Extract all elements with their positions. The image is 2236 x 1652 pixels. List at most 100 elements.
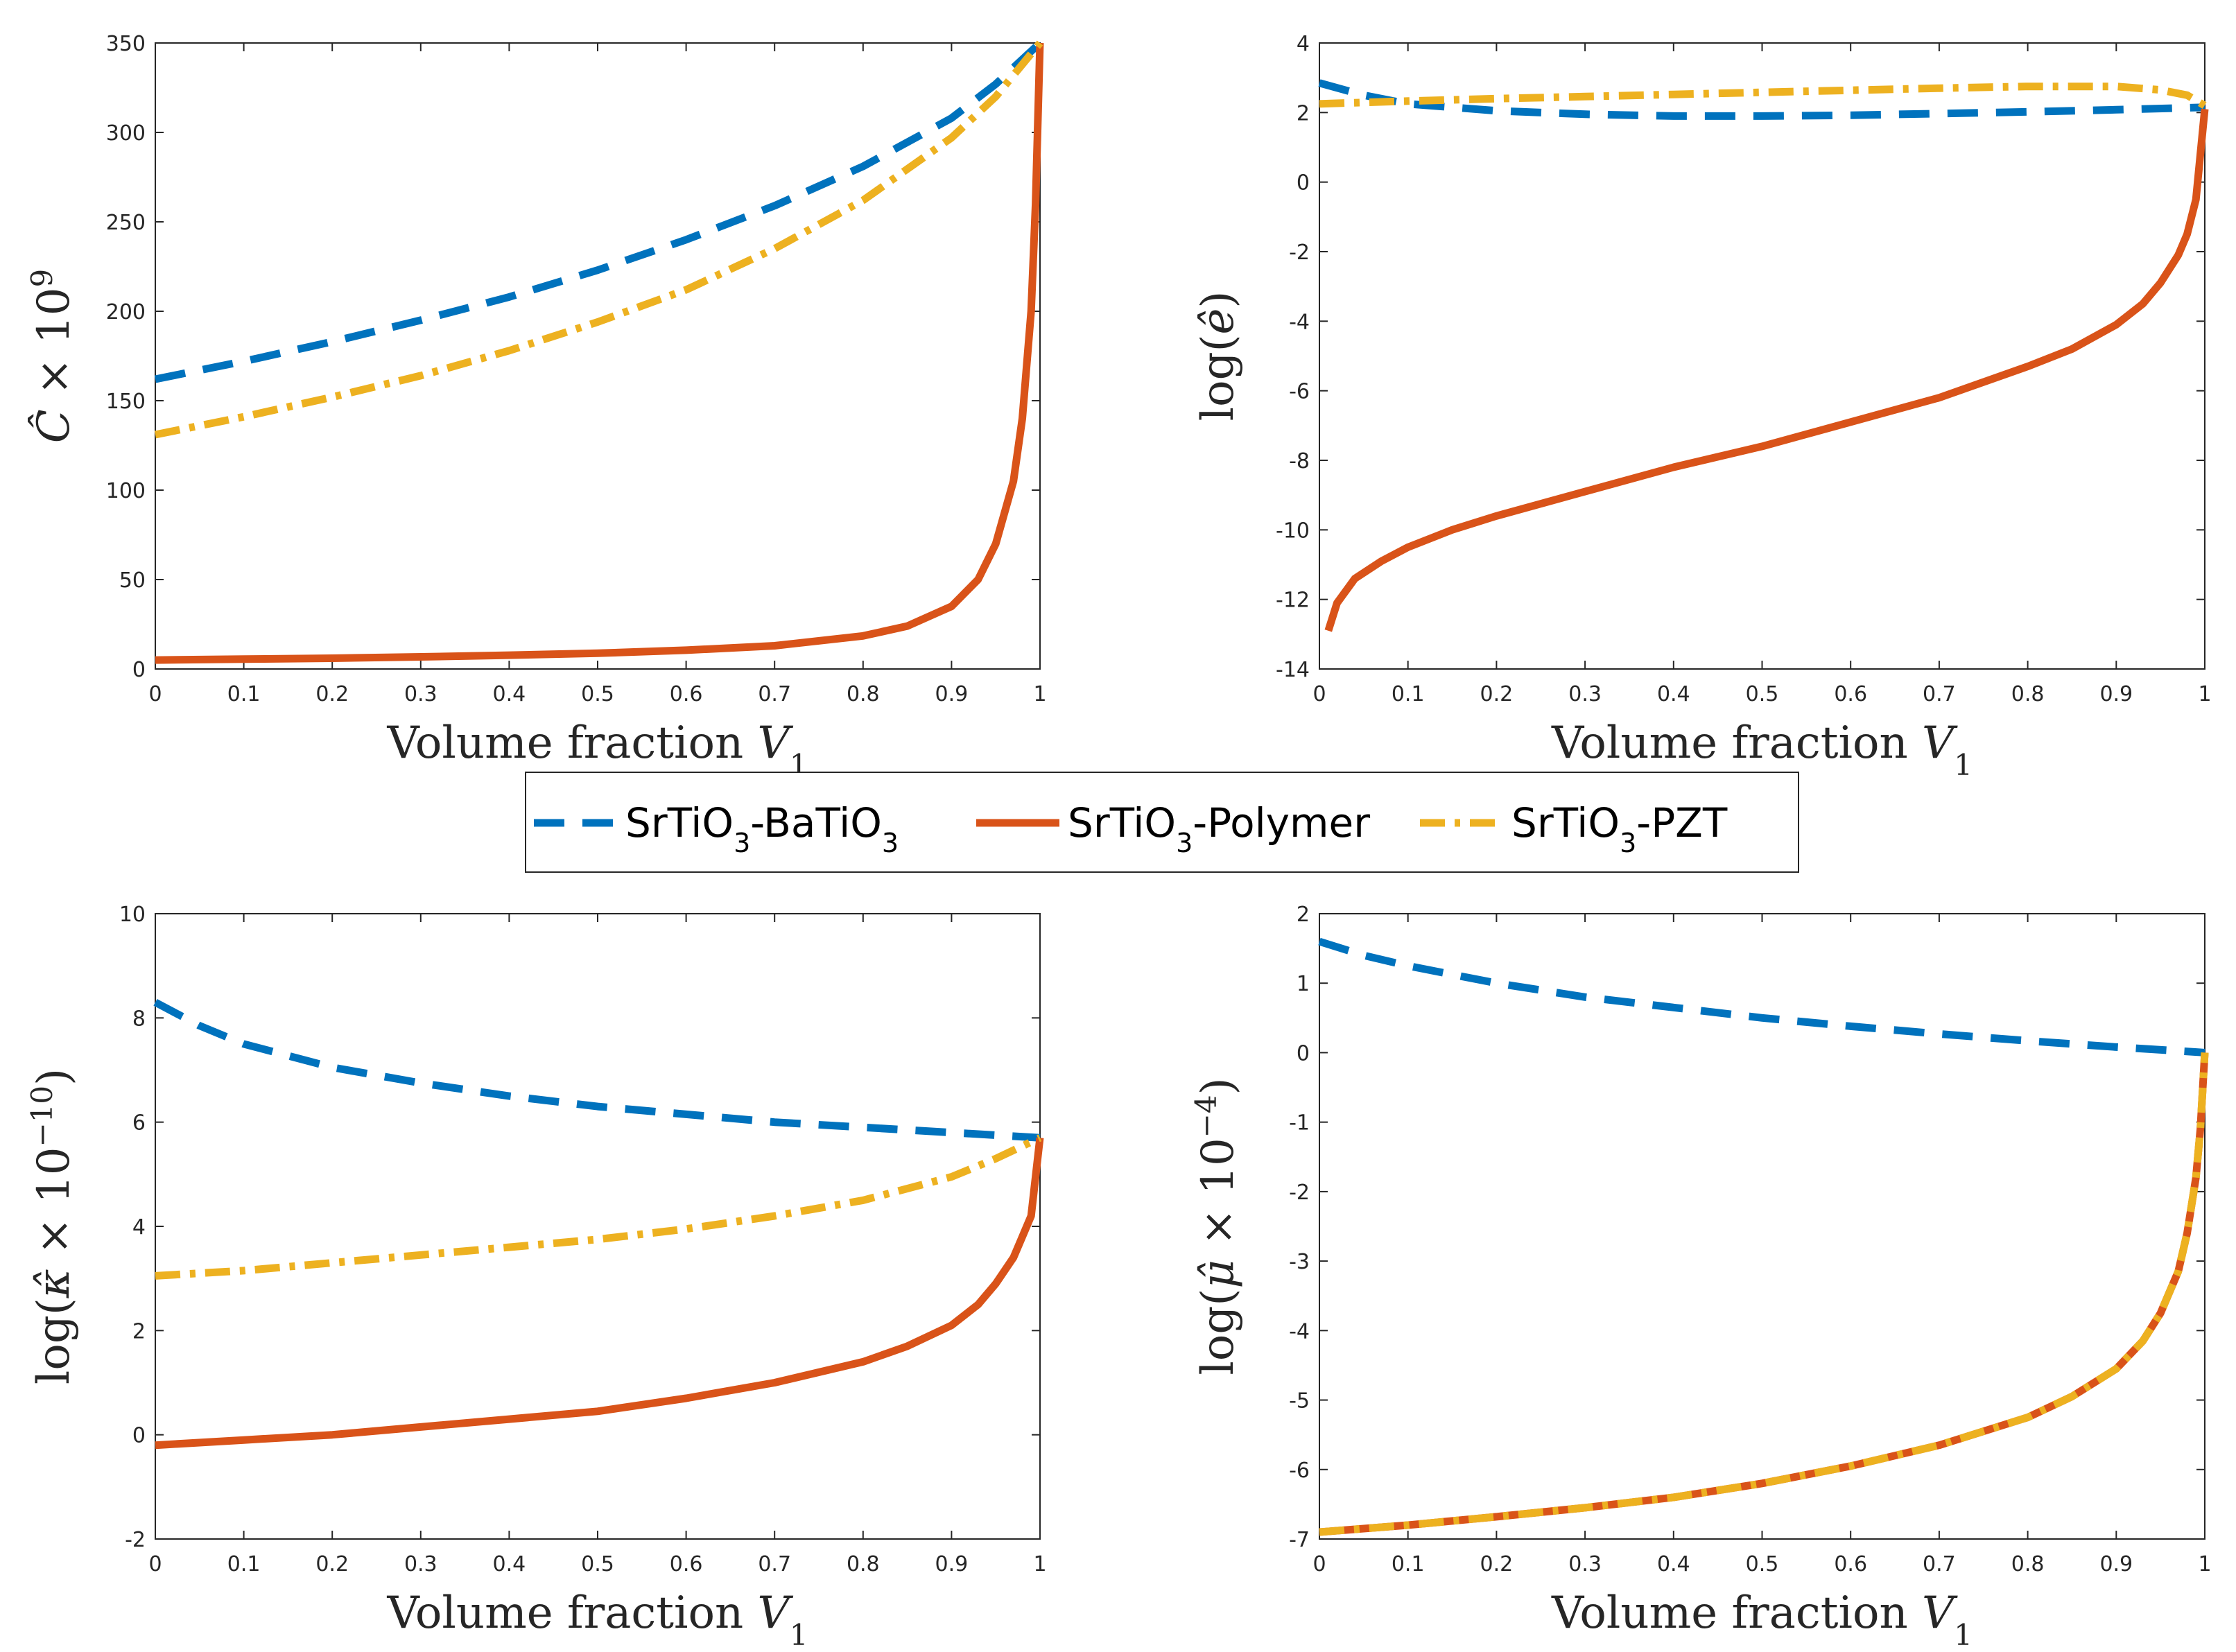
y-tick-label: 2 bbox=[132, 1319, 146, 1344]
x-tick-label: 1 bbox=[2198, 682, 2211, 706]
x-tick-label: 0.1 bbox=[227, 682, 261, 706]
y-tick-label: -5 bbox=[1289, 1389, 1310, 1414]
y-tick-label: 50 bbox=[119, 568, 146, 593]
x-tick-label: 1 bbox=[1033, 682, 1046, 706]
y-tick-label: 2 bbox=[1297, 903, 1310, 927]
y-tick-label: 4 bbox=[132, 1215, 146, 1240]
x-tick-label: 0.5 bbox=[581, 682, 614, 706]
y-tick-label: 200 bbox=[106, 300, 146, 324]
series-line-srtio3-pzt bbox=[1319, 1052, 2209, 1536]
x-tick-label: 0.7 bbox=[758, 682, 791, 706]
series-line-srtio3-polymer bbox=[1319, 1052, 2209, 1536]
x-tick-label: 1 bbox=[2198, 1552, 2211, 1576]
series-line-srtio3-polymer bbox=[155, 42, 1044, 664]
x-axis-label: Volume fraction V1 bbox=[1551, 1588, 1973, 1652]
y-tick-label: -10 bbox=[1276, 519, 1310, 543]
y-tick-label: 350 bbox=[106, 32, 146, 56]
x-tick-label: 0.8 bbox=[847, 1552, 880, 1576]
legend-label: SrTiO3-PZT bbox=[1511, 799, 1728, 858]
x-tick-label: 0.2 bbox=[1480, 682, 1514, 706]
x-tick-label: 0.9 bbox=[935, 682, 969, 706]
y-tick-label: 0 bbox=[132, 1424, 146, 1448]
legend: SrTiO3-BaTiO3 SrTiO3-Polymer SrTiO3-PZT bbox=[525, 772, 1799, 873]
series-line-srtio3-batio3 bbox=[154, 40, 1043, 383]
y-tick-label: 150 bbox=[106, 390, 146, 414]
x-tick-label: 0.3 bbox=[404, 682, 437, 706]
y-tick-label: -4 bbox=[1289, 1319, 1310, 1344]
x-tick-label: 0.7 bbox=[758, 1552, 791, 1576]
y-tick-label: -2 bbox=[1289, 241, 1310, 265]
x-tick-label: 0 bbox=[1312, 1552, 1326, 1576]
y-tick-label: -8 bbox=[1289, 449, 1310, 473]
x-tick-label: 0.6 bbox=[1834, 1552, 1867, 1576]
x-axis-label: Volume fraction V1 bbox=[1551, 718, 1973, 782]
x-tick-label: 0.2 bbox=[315, 682, 349, 706]
y-tick-label: -4 bbox=[1289, 310, 1310, 334]
x-tick-label: 0.9 bbox=[935, 1552, 969, 1576]
x-tick-label: 0.7 bbox=[1923, 1552, 1956, 1576]
series-line-srtio3-batio3 bbox=[1318, 79, 2205, 120]
y-tick-label: -7 bbox=[1289, 1528, 1310, 1552]
series-line-srtio3-pzt bbox=[155, 1134, 1042, 1280]
y-axis-label: Ĉ × 109 bbox=[25, 269, 80, 443]
y-tick-label: 250 bbox=[106, 211, 146, 235]
x-tick-label: 0.6 bbox=[1834, 682, 1867, 706]
x-tick-label: 0.4 bbox=[1657, 1552, 1690, 1576]
legend-label: SrTiO3-Polymer bbox=[1068, 799, 1370, 858]
x-tick-label: 0.4 bbox=[1657, 682, 1690, 706]
x-tick-label: 0.7 bbox=[1923, 682, 1956, 706]
y-axis-label: log(ê) bbox=[1193, 291, 1244, 421]
x-tick-label: 0.6 bbox=[670, 1552, 703, 1576]
y-tick-label: -6 bbox=[1289, 1459, 1310, 1483]
x-tick-label: 0.1 bbox=[227, 1552, 261, 1576]
y-tick-label: 4 bbox=[1297, 32, 1310, 56]
x-tick-label: 0.2 bbox=[315, 1552, 349, 1576]
x-tick-label: 0.5 bbox=[1746, 1552, 1779, 1576]
x-tick-label: 0.1 bbox=[1392, 682, 1425, 706]
series-line-srtio3-batio3 bbox=[1318, 937, 2205, 1057]
y-tick-label: 2 bbox=[1297, 101, 1310, 125]
y-tick-label: 1 bbox=[1297, 972, 1310, 996]
y-tick-label: 300 bbox=[106, 121, 146, 146]
x-tick-label: 0.9 bbox=[2099, 1552, 2133, 1576]
x-tick-label: 0.9 bbox=[2099, 682, 2133, 706]
x-tick-label: 0.8 bbox=[2011, 682, 2045, 706]
x-tick-label: 0.4 bbox=[493, 682, 526, 706]
y-tick-label: 6 bbox=[132, 1111, 146, 1136]
series-line-srtio3-polymer bbox=[1324, 108, 2209, 632]
y-tick-label: 0 bbox=[1297, 1041, 1310, 1066]
x-tick-label: 0.5 bbox=[1746, 682, 1779, 706]
series-line-srtio3-batio3 bbox=[153, 998, 1041, 1142]
subplot-permittivity: 0 0.1 0.2 0.3 0.4 0.5 0.6 0.7 0.8 0.9 1-20246810Vo… bbox=[25, 903, 1047, 1652]
x-tick-label: 0.4 bbox=[493, 1552, 526, 1576]
x-tick-label: 0.5 bbox=[581, 1552, 614, 1576]
y-tick-label: -3 bbox=[1289, 1250, 1310, 1274]
y-tick-label: 10 bbox=[119, 903, 146, 927]
y-tick-label: 8 bbox=[132, 1007, 146, 1031]
x-tick-label: 0.8 bbox=[2011, 1552, 2045, 1576]
x-tick-label: 0.3 bbox=[404, 1552, 437, 1576]
x-tick-label: 0.1 bbox=[1392, 1552, 1425, 1576]
plot-area bbox=[155, 42, 1041, 670]
y-tick-label: 100 bbox=[106, 479, 146, 503]
y-axis-label: log(μ̂ × 10−4) bbox=[1189, 1077, 1245, 1375]
y-tick-label: -6 bbox=[1289, 380, 1310, 404]
series-line-srtio3-pzt bbox=[154, 40, 1043, 439]
y-tick-label: -14 bbox=[1276, 658, 1310, 682]
y-tick-label: -1 bbox=[1289, 1111, 1310, 1136]
series-line-srtio3-polymer bbox=[155, 1137, 1044, 1450]
x-tick-label: 1 bbox=[1033, 1552, 1046, 1576]
y-axis-label: log(κ̂ × 10−10) bbox=[25, 1068, 80, 1384]
subplot-piezo: 0 0.1 0.2 0.3 0.4 0.5 0.6 0.7 0.8 0.9 1 -14 -12 -10 -8… bbox=[1193, 32, 2212, 782]
plot-area bbox=[1319, 913, 2205, 1540]
subplot-permeability: 0 0.1 0.2 0.3 0.4 0.5 0.6 0.7 0.8 0.9 1 -7 -6 -5 -4 -3 -… bbox=[1189, 903, 2212, 1652]
y-tick-label: -12 bbox=[1276, 589, 1310, 613]
x-tick-label: 0.3 bbox=[1568, 1552, 1602, 1576]
x-tick-label: 0.3 bbox=[1568, 682, 1602, 706]
subplot-stiffness: 0 0.1 0.2 0.3 0.4 0.5 0.6 0.7 0.8 0.9 1 0 50 100 150 20… bbox=[25, 32, 1047, 782]
x-tick-label: 0 bbox=[148, 682, 162, 706]
y-tick-label: 0 bbox=[132, 658, 146, 682]
plot-area bbox=[155, 913, 1041, 1540]
x-axis-label: Volume fraction V1 bbox=[387, 1588, 808, 1652]
